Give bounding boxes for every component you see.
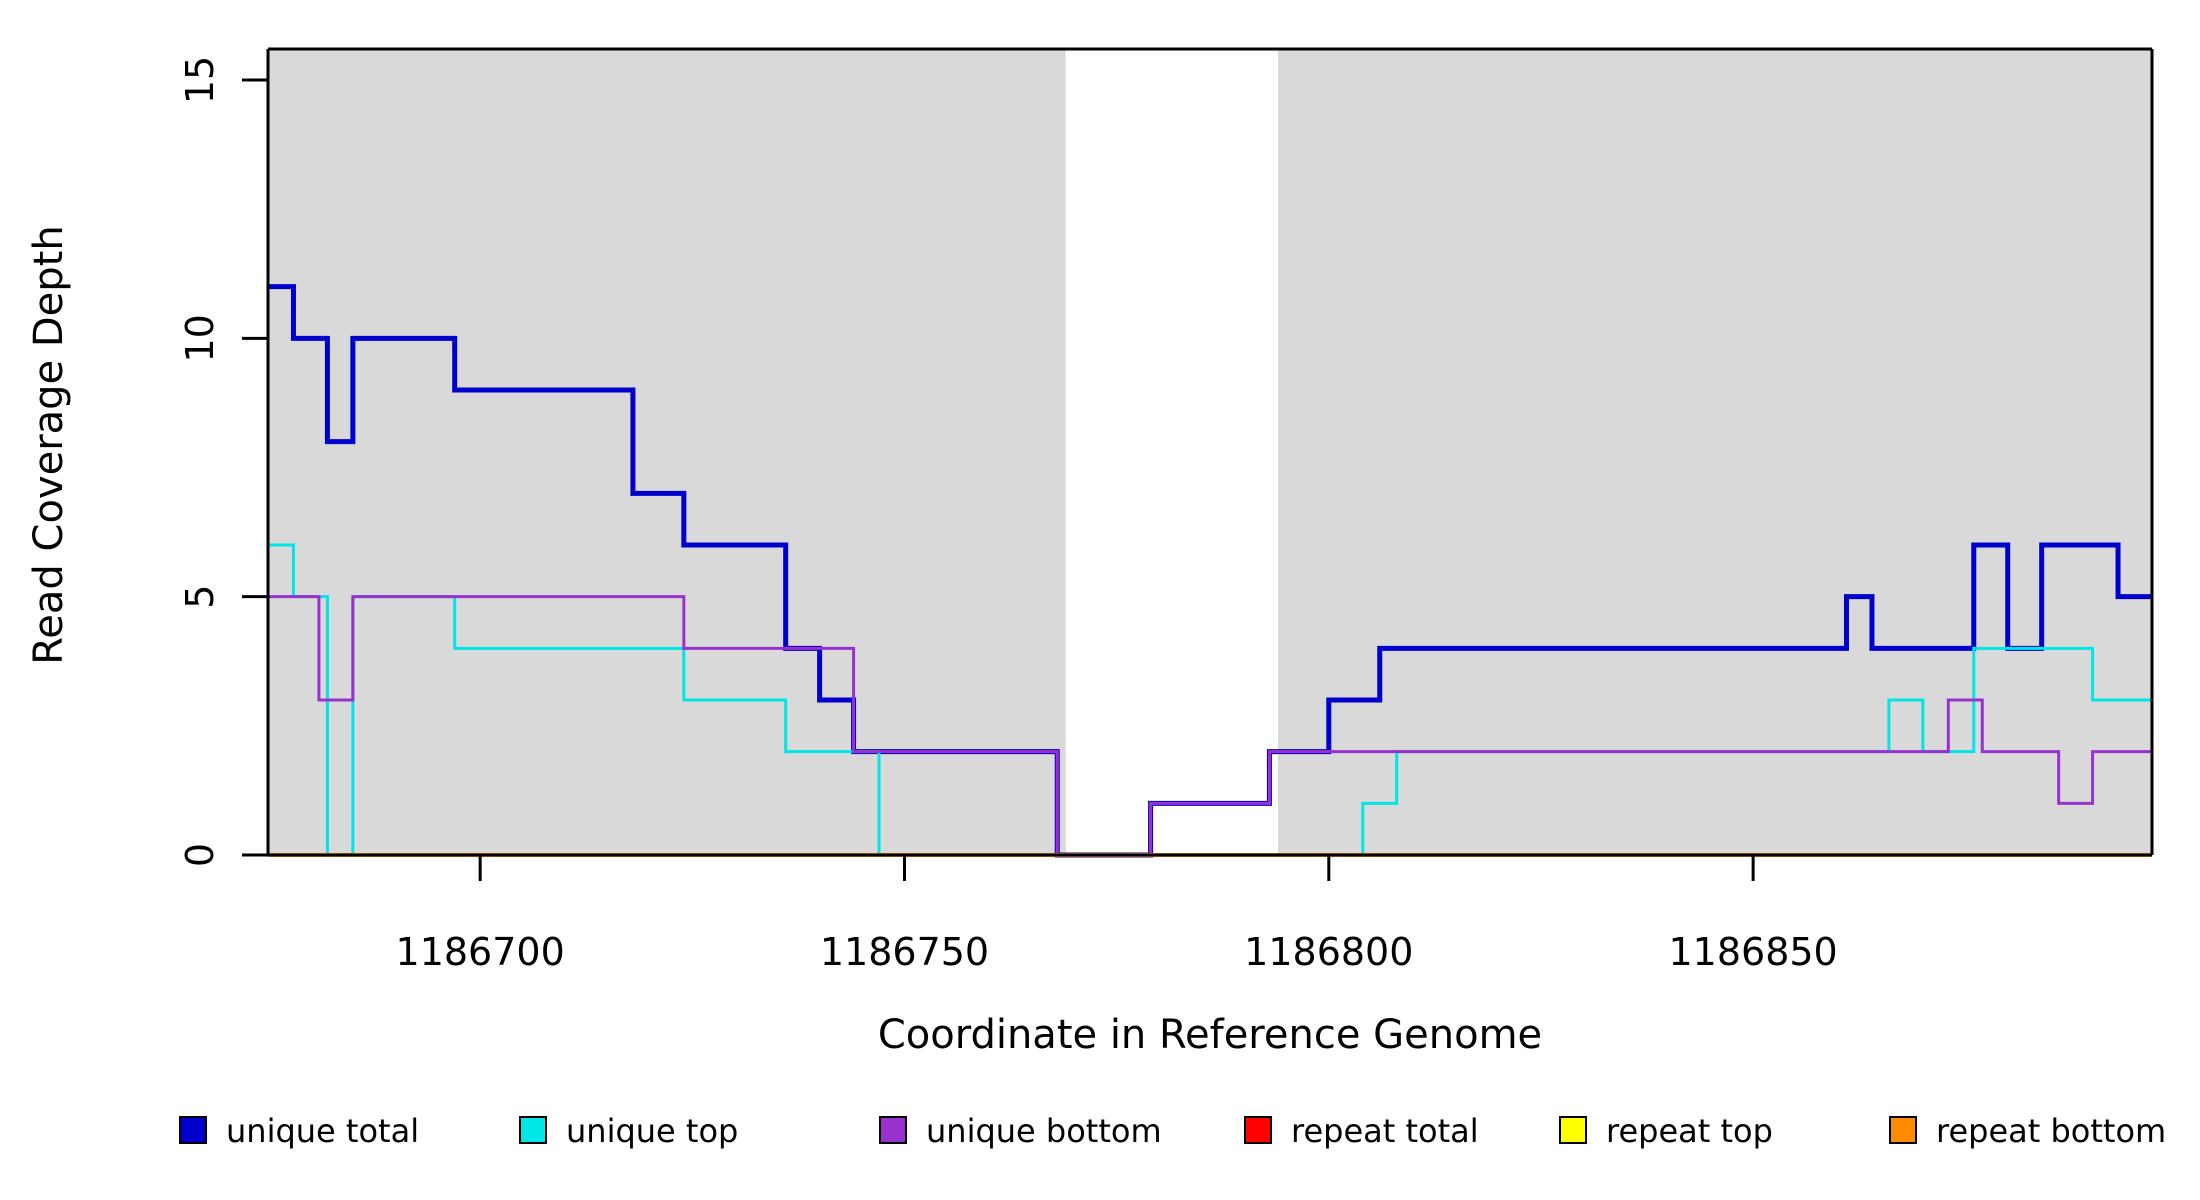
series-line-unique-bottom bbox=[268, 595, 2152, 857]
x-tick-label: 1186700 bbox=[396, 930, 565, 974]
x-axis-title: Coordinate in Reference Genome bbox=[878, 1012, 1542, 1058]
y-tick-label: 0 bbox=[178, 843, 222, 867]
legend-swatch bbox=[1889, 1116, 1917, 1144]
plot-background bbox=[268, 49, 2152, 855]
legend-label: unique bottom bbox=[926, 1112, 1162, 1150]
legend-item-repeat-total: repeat total bbox=[1244, 1112, 1479, 1150]
legend-swatch bbox=[1244, 1116, 1272, 1144]
legend-label: unique top bbox=[566, 1112, 738, 1150]
legend-item-repeat-bottom: repeat bottom bbox=[1889, 1112, 2166, 1150]
y-tick-label: 15 bbox=[178, 56, 222, 104]
legend-swatch bbox=[519, 1116, 547, 1144]
legend-item-repeat-top: repeat top bbox=[1559, 1112, 1773, 1150]
y-axis-title: Read Coverage Depth bbox=[26, 225, 72, 664]
legend-label: repeat bottom bbox=[1936, 1112, 2166, 1150]
legend-item-unique-bottom: unique bottom bbox=[879, 1112, 1162, 1150]
y-tick-label: 5 bbox=[178, 585, 222, 609]
legend-label: repeat top bbox=[1606, 1112, 1773, 1150]
x-tick-label: 1186750 bbox=[820, 930, 989, 974]
legend-label: repeat total bbox=[1291, 1112, 1479, 1150]
chart-legend: unique total unique top unique bottom repea… bbox=[179, 1112, 2166, 1150]
y-tick-label: 10 bbox=[178, 314, 222, 362]
legend-label: unique total bbox=[226, 1112, 419, 1150]
axis-layer bbox=[242, 47, 2154, 881]
legend-swatch bbox=[879, 1116, 907, 1144]
legend-swatch bbox=[179, 1116, 207, 1144]
legend-swatch bbox=[1559, 1116, 1587, 1144]
x-tick-label: 1186800 bbox=[1244, 930, 1413, 974]
legend-item-unique-top: unique top bbox=[519, 1112, 738, 1150]
tick-label-layer: 0 5 10 15 1186700 1186750 1186800 1186850 bbox=[178, 56, 1838, 974]
x-tick-label: 1186850 bbox=[1669, 930, 1838, 974]
legend-item-unique-total: unique total bbox=[179, 1112, 419, 1150]
